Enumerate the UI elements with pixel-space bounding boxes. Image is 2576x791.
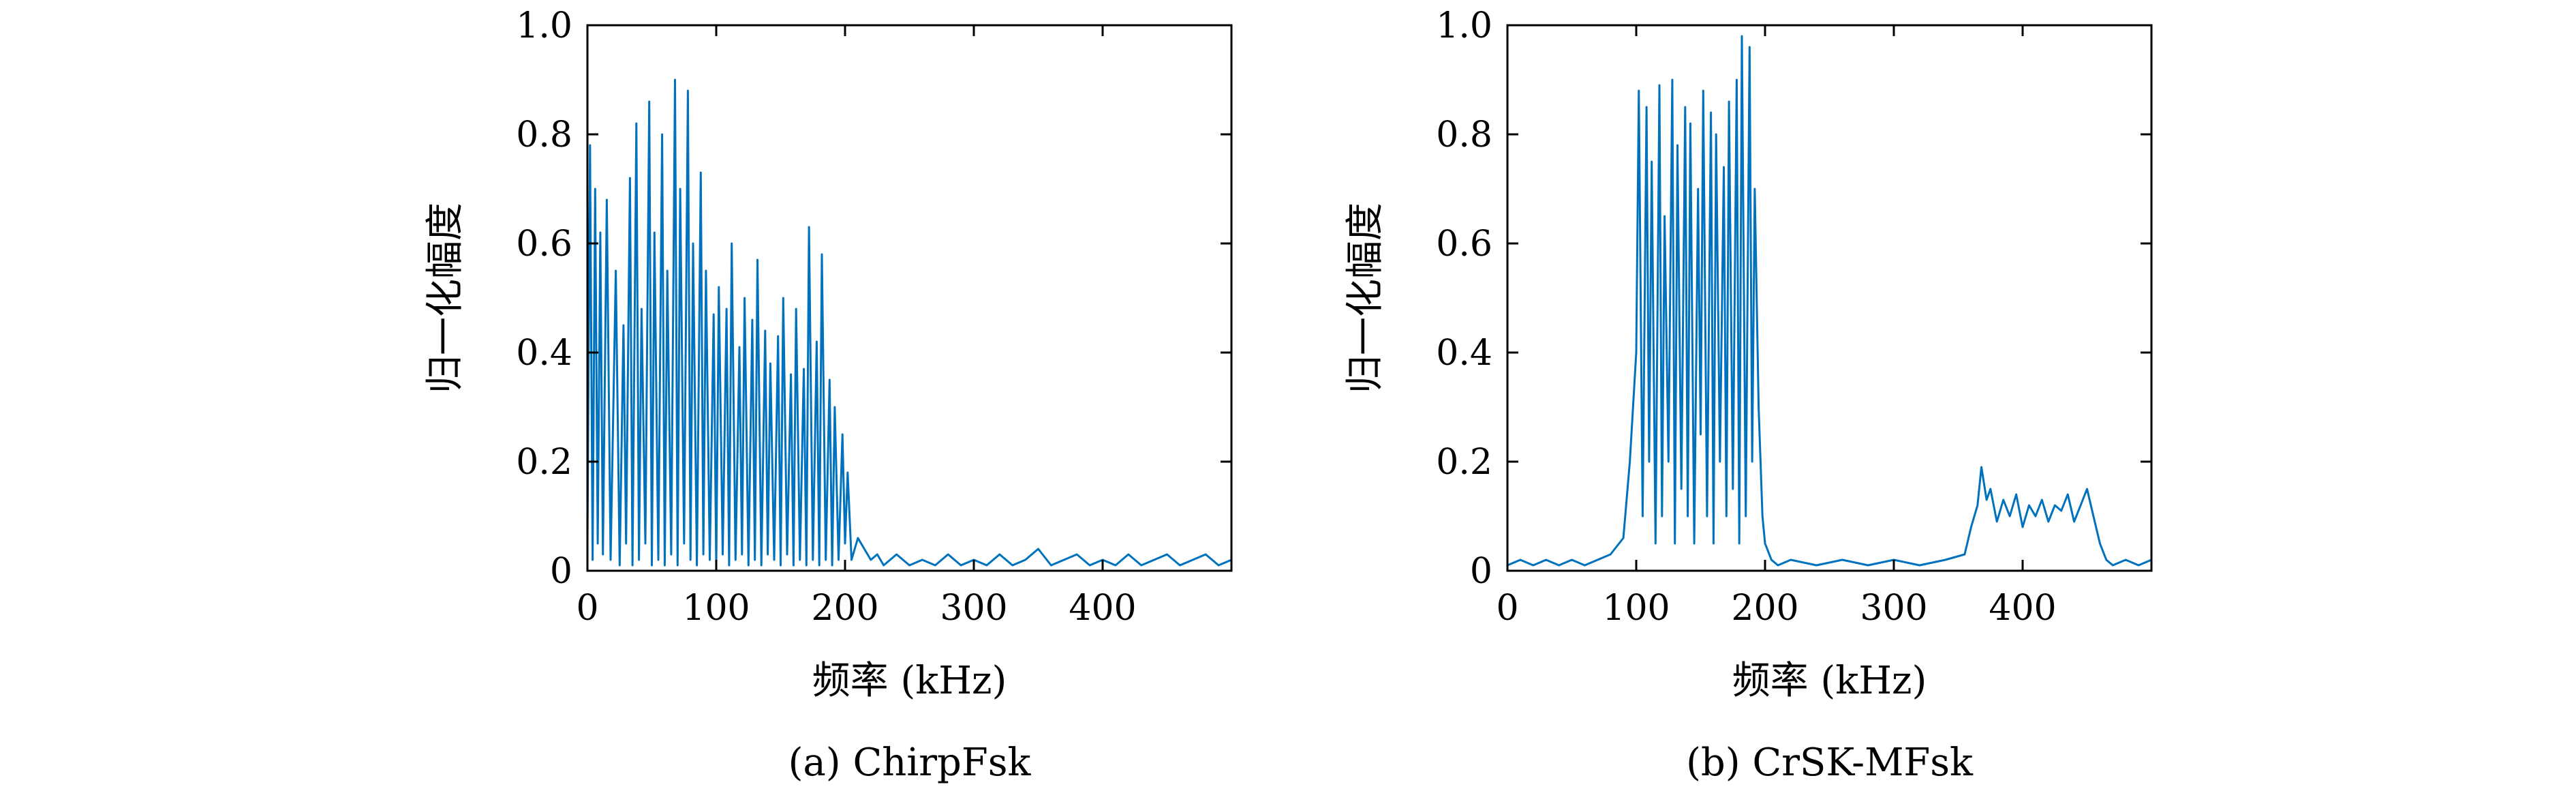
y-axis-label: 归一化幅度 bbox=[1343, 203, 1387, 393]
x-tick-label: 100 bbox=[682, 588, 750, 629]
series-line bbox=[586, 78, 1232, 567]
plot-frame bbox=[586, 24, 1233, 572]
plot-frame bbox=[1506, 24, 2153, 572]
y-axis-label: 归一化幅度 bbox=[423, 203, 467, 393]
y-tick-label: 1.0 bbox=[516, 5, 572, 46]
x-tick-label: 300 bbox=[1860, 588, 1927, 629]
chart-caption: (b) CrSK-MFsk bbox=[1686, 741, 1974, 785]
x-tick-label: 300 bbox=[940, 588, 1007, 629]
x-axis-label: 频率 (kHz) bbox=[812, 659, 1007, 703]
y-tick-label: 0.6 bbox=[516, 224, 572, 265]
y-tick-label: 0 bbox=[550, 551, 572, 592]
y-tick-label: 0.4 bbox=[1436, 333, 1492, 374]
y-tick-label: 0.8 bbox=[1436, 115, 1492, 155]
y-tick-label: 0.4 bbox=[516, 333, 572, 374]
x-tick-label: 400 bbox=[1069, 588, 1136, 629]
x-tick-label: 100 bbox=[1602, 588, 1670, 629]
y-tick-label: 0.2 bbox=[516, 442, 572, 483]
y-tick-label: 0 bbox=[1470, 551, 1492, 592]
y-tick-label: 0.6 bbox=[1436, 224, 1492, 265]
x-tick-label: 200 bbox=[811, 588, 878, 629]
x-tick-label: 400 bbox=[1989, 588, 2056, 629]
chart-a: 0 100 200 300 400 0 0.2 0.4 0.6 0.8 1.0 频率 (kHz) 归一化… bbox=[423, 5, 1233, 785]
series-line bbox=[1507, 35, 2152, 567]
x-tick-label: 0 bbox=[1496, 588, 1518, 629]
x-axis-label: 频率 (kHz) bbox=[1732, 659, 1927, 703]
chart-b: 0 100 200 300 400 0 0.2 0.4 0.6 0.8 1.0 频率 (kHz) 归一化… bbox=[1343, 5, 2153, 785]
y-tick-label: 0.2 bbox=[1436, 442, 1492, 483]
y-tick-label: 1.0 bbox=[1436, 5, 1492, 46]
chart-caption: (a) ChirpFsk bbox=[788, 741, 1032, 785]
x-tick-label: 200 bbox=[1731, 588, 1798, 629]
y-tick-label: 0.8 bbox=[516, 115, 572, 155]
x-tick-label: 0 bbox=[576, 588, 598, 629]
